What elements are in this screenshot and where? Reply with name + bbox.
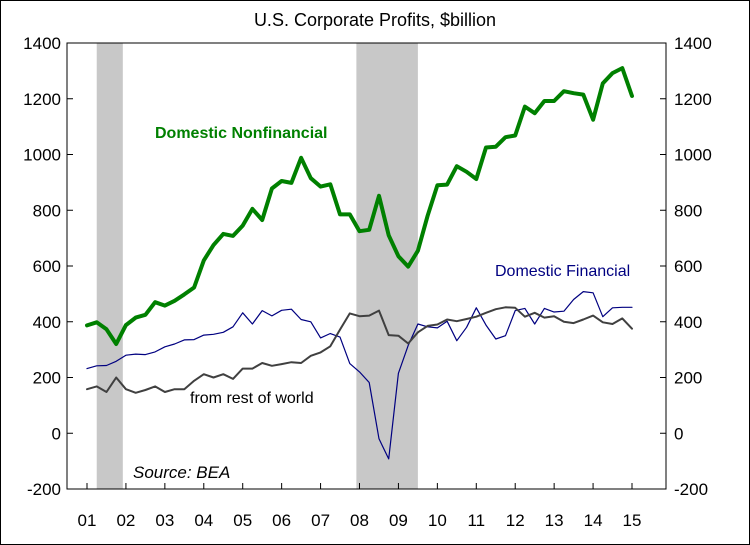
x-tick-label: 05 <box>233 511 252 530</box>
left-y-tick-label: 200 <box>33 369 61 388</box>
x-tick-label: 15 <box>623 511 642 530</box>
recession-band-1 <box>96 43 123 489</box>
right-y-axis: -200 0 200 400 600 800 1000 1200 1400 <box>660 34 712 499</box>
right-y-tick-label: 600 <box>674 257 702 276</box>
left-y-tick-label: 400 <box>33 313 61 332</box>
left-y-tick-label: 1200 <box>23 90 61 109</box>
left-y-tick-label: 600 <box>33 257 61 276</box>
x-tick-label: 03 <box>155 511 174 530</box>
x-tick-label: 09 <box>389 511 408 530</box>
right-y-tick-label: 0 <box>674 424 683 443</box>
x-tick-label: 01 <box>78 511 97 530</box>
source-note: Source: BEA <box>133 463 230 482</box>
right-y-tick-label: 1400 <box>674 34 712 53</box>
label-rest-of-world: from rest of world <box>190 390 314 407</box>
right-y-tick-label: 800 <box>674 201 702 220</box>
left-y-tick-label: -200 <box>27 480 61 499</box>
right-y-tick-label: 400 <box>674 313 702 332</box>
x-tick-label: 11 <box>467 511 485 530</box>
x-tick-label: 04 <box>194 511 213 530</box>
label-domestic-nonfinancial: Domestic Nonfinancial <box>155 125 327 142</box>
x-tick-label: 10 <box>428 511 447 530</box>
right-y-tick-label: 1200 <box>674 90 712 109</box>
left-y-tick-label: 1400 <box>23 34 61 53</box>
right-y-tick-label: 1000 <box>674 146 712 165</box>
x-tick-label: 02 <box>116 511 135 530</box>
x-tick-label: 07 <box>311 511 330 530</box>
recession-shading-layer <box>96 43 418 489</box>
left-y-tick-label: 800 <box>33 201 61 220</box>
series-line-domestic-nonfinancial <box>85 66 634 346</box>
series-layer <box>85 66 634 460</box>
x-tick-label: 14 <box>584 511 603 530</box>
x-tick-label: 12 <box>506 511 525 530</box>
series-line-rest-of-world <box>86 306 633 394</box>
chart-title: U.S. Corporate Profits, $billion <box>254 10 496 30</box>
x-axis: 01 02 03 04 05 06 07 08 09 10 11 12 13 14 15 <box>78 483 642 530</box>
right-y-tick-label: 200 <box>674 369 702 388</box>
label-domestic-financial: Domestic Financial <box>495 263 630 280</box>
x-tick-label: 06 <box>272 511 291 530</box>
left-y-tick-label: 0 <box>52 424 61 443</box>
series-line-domestic-financial <box>86 291 633 460</box>
right-y-tick-label: -200 <box>674 480 708 499</box>
left-y-tick-label: 1000 <box>23 146 61 165</box>
left-y-axis: -200 0 200 400 600 800 1000 1200 1400 <box>23 34 73 499</box>
x-tick-label: 13 <box>545 511 564 530</box>
x-tick-label: 08 <box>350 511 369 530</box>
